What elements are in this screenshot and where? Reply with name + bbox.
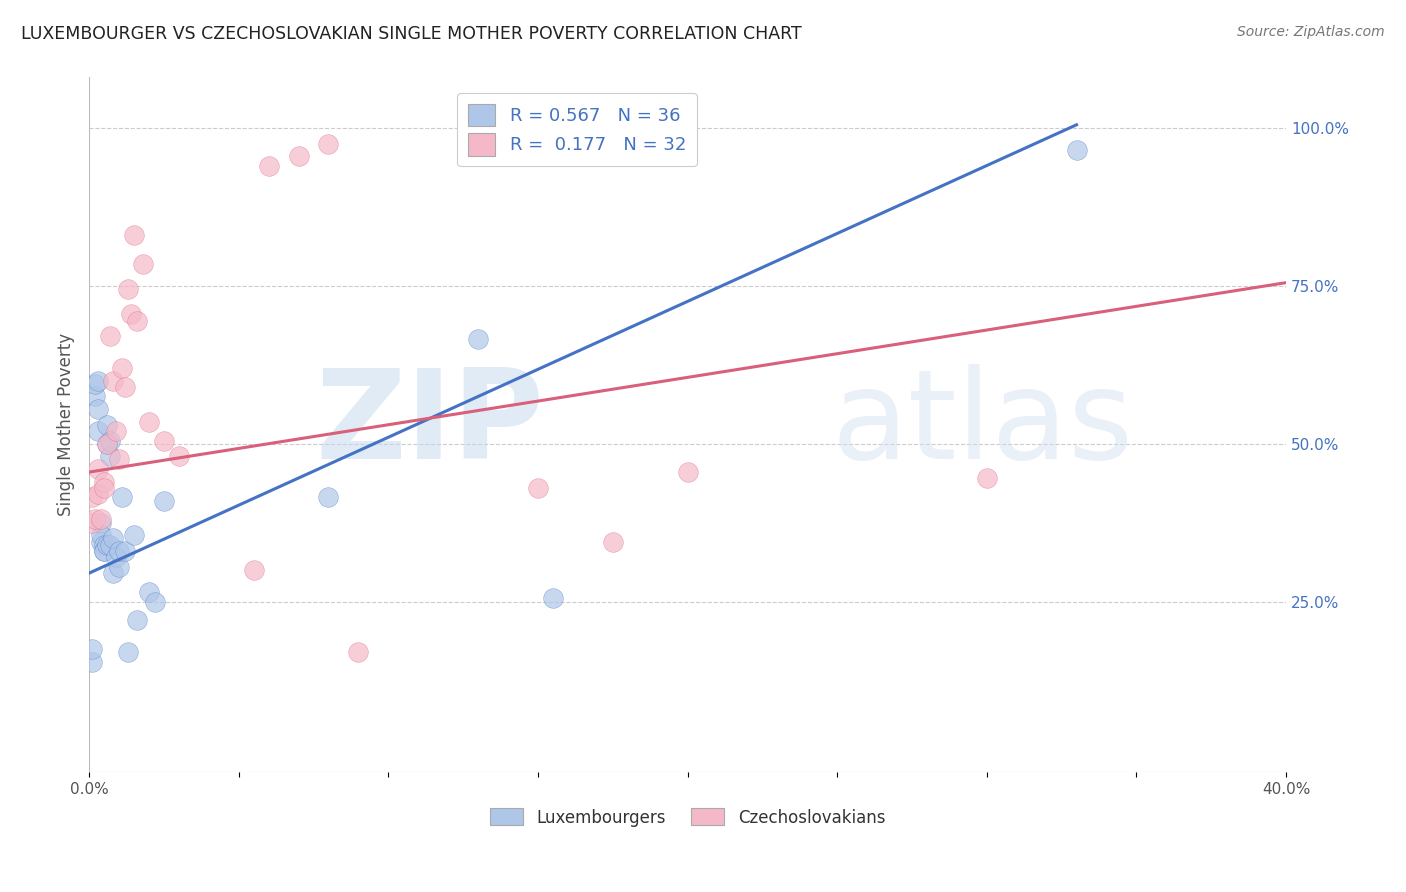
- Point: [122, 228, 145, 243]
- Point: [467, 333, 489, 347]
- Point: [242, 563, 264, 577]
- Point: [90, 512, 112, 526]
- Point: [125, 614, 148, 628]
- Point: [93, 544, 115, 558]
- Point: [1066, 143, 1088, 157]
- Point: [93, 481, 115, 495]
- Point: [90, 516, 112, 530]
- Point: [117, 282, 139, 296]
- Point: [153, 493, 176, 508]
- Point: [98, 450, 121, 464]
- Point: [87, 424, 110, 438]
- Text: atlas: atlas: [831, 364, 1133, 485]
- Point: [101, 566, 124, 581]
- Legend: Luxembourgers, Czechoslovakians: Luxembourgers, Czechoslovakians: [484, 802, 891, 833]
- Point: [602, 534, 624, 549]
- Point: [96, 436, 118, 450]
- Point: [87, 374, 110, 388]
- Point: [114, 544, 136, 558]
- Point: [287, 149, 309, 163]
- Point: [347, 645, 370, 659]
- Point: [90, 528, 112, 542]
- Text: Source: ZipAtlas.com: Source: ZipAtlas.com: [1237, 25, 1385, 39]
- Point: [98, 329, 121, 343]
- Point: [87, 462, 110, 476]
- Point: [527, 481, 550, 495]
- Point: [114, 380, 136, 394]
- Point: [96, 436, 118, 450]
- Point: [108, 559, 131, 574]
- Point: [84, 512, 107, 526]
- Point: [80, 516, 103, 530]
- Point: [125, 313, 148, 327]
- Point: [111, 491, 134, 505]
- Point: [318, 136, 340, 151]
- Point: [87, 487, 110, 501]
- Point: [108, 544, 131, 558]
- Point: [976, 471, 998, 485]
- Point: [541, 591, 564, 606]
- Point: [101, 374, 124, 388]
- Point: [98, 434, 121, 448]
- Point: [138, 415, 160, 429]
- Point: [676, 465, 699, 479]
- Point: [93, 544, 115, 558]
- Point: [108, 452, 131, 467]
- Point: [167, 450, 190, 464]
- Point: [80, 655, 103, 669]
- Y-axis label: Single Mother Poverty: Single Mother Poverty: [58, 334, 75, 516]
- Point: [138, 585, 160, 599]
- Point: [105, 550, 128, 565]
- Point: [93, 475, 115, 489]
- Point: [257, 159, 280, 173]
- Point: [80, 491, 103, 505]
- Point: [98, 538, 121, 552]
- Point: [143, 594, 166, 608]
- Point: [84, 389, 107, 403]
- Point: [111, 360, 134, 375]
- Text: ZIP: ZIP: [315, 364, 544, 485]
- Point: [80, 641, 103, 656]
- Point: [120, 307, 142, 321]
- Point: [90, 534, 112, 549]
- Point: [132, 257, 155, 271]
- Point: [101, 532, 124, 546]
- Point: [93, 538, 115, 552]
- Point: [122, 528, 145, 542]
- Point: [84, 376, 107, 391]
- Point: [87, 401, 110, 416]
- Point: [105, 424, 128, 438]
- Point: [117, 645, 139, 659]
- Point: [96, 538, 118, 552]
- Point: [153, 434, 176, 448]
- Point: [318, 491, 340, 505]
- Point: [96, 417, 118, 432]
- Text: LUXEMBOURGER VS CZECHOSLOVAKIAN SINGLE MOTHER POVERTY CORRELATION CHART: LUXEMBOURGER VS CZECHOSLOVAKIAN SINGLE M…: [21, 25, 801, 43]
